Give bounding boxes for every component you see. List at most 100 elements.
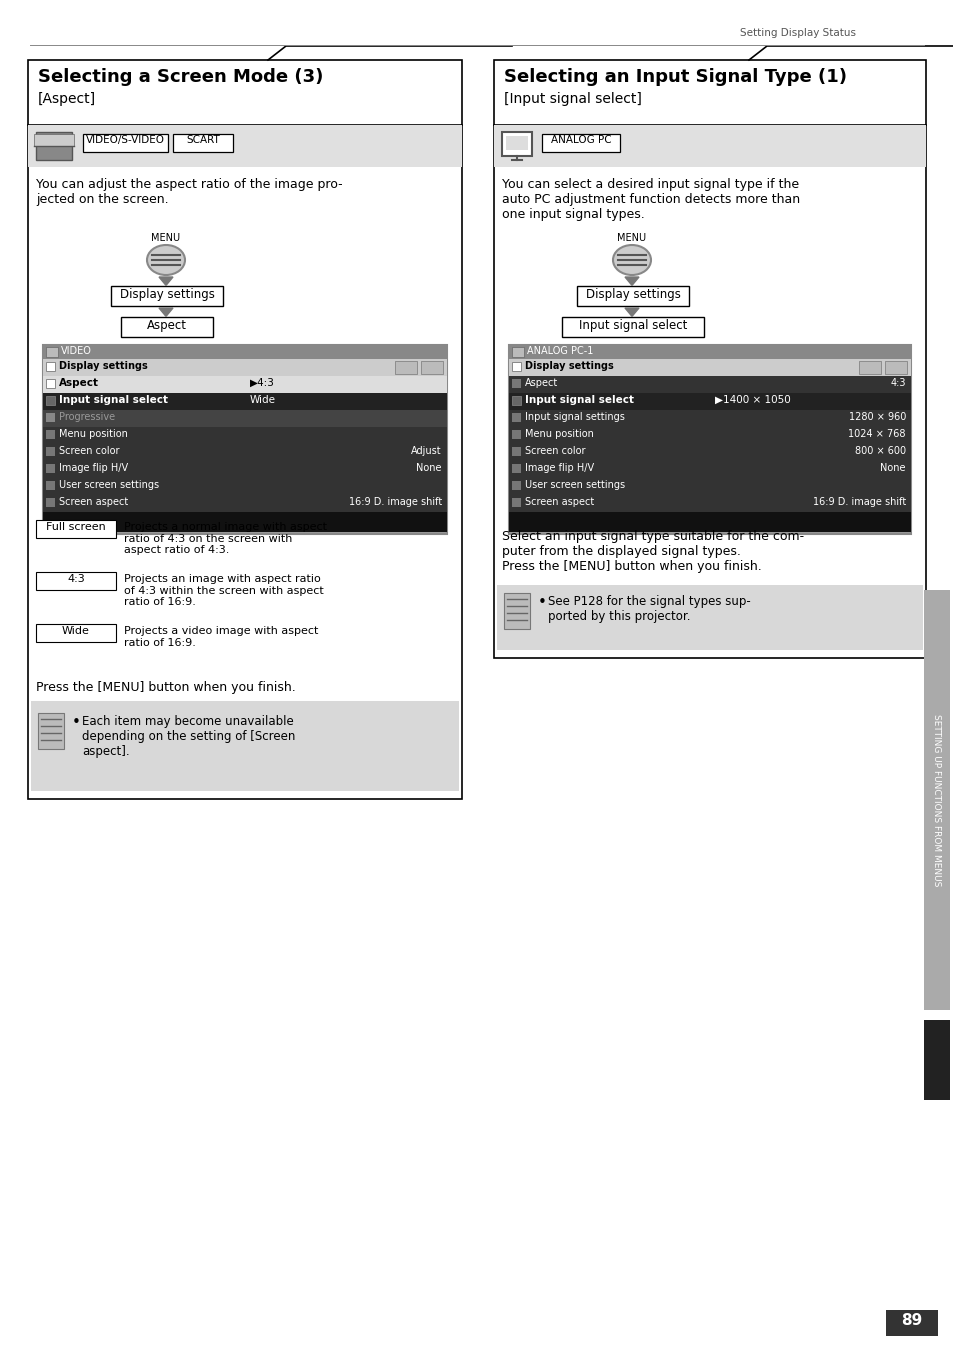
Text: Full screen: Full screen (46, 522, 106, 531)
Text: Menu position: Menu position (524, 429, 594, 439)
Bar (46, 448, 55, 456)
Ellipse shape (613, 245, 650, 274)
Text: ▶4:3: ▶4:3 (250, 379, 274, 388)
Text: Adjust: Adjust (411, 446, 441, 456)
Text: 1280 × 960: 1280 × 960 (848, 412, 905, 422)
Text: None: None (416, 462, 441, 473)
Text: Press the [MENU] button when you finish.: Press the [MENU] button when you finish. (36, 681, 295, 694)
Bar (494, 124, 925, 658)
Bar (505, 137, 527, 150)
Bar (43, 345, 447, 534)
Bar (28, 124, 461, 799)
Text: You can adjust the aspect ratio of the image pro-
jected on the screen.: You can adjust the aspect ratio of the i… (36, 178, 342, 206)
Bar (885, 1310, 937, 1336)
Bar (38, 713, 64, 749)
Text: You can select a desired input signal type if the
auto PC adjustment function de: You can select a desired input signal ty… (501, 178, 800, 220)
Text: [Aspect]: [Aspect] (38, 92, 96, 105)
Bar (509, 479, 910, 495)
Bar (43, 479, 447, 495)
Bar (43, 495, 447, 512)
Bar (509, 345, 910, 360)
Bar (494, 59, 925, 124)
Text: Screen color: Screen color (524, 446, 585, 456)
Bar (43, 512, 447, 531)
Text: Progressive: Progressive (59, 412, 115, 422)
Bar (46, 396, 55, 406)
Text: Projects an image with aspect ratio
of 4:3 within the screen with aspect
ratio o: Projects an image with aspect ratio of 4… (124, 575, 323, 607)
Bar (509, 512, 910, 531)
Bar (43, 360, 447, 376)
Bar (420, 361, 442, 375)
Bar (858, 361, 880, 375)
Bar (43, 393, 447, 410)
Bar (577, 287, 688, 306)
Text: ANALOG PC: ANALOG PC (550, 135, 611, 145)
Bar (43, 376, 447, 393)
Text: Image flip H/V: Image flip H/V (524, 462, 594, 473)
Bar (497, 585, 923, 650)
Text: SCART: SCART (186, 135, 219, 145)
Text: 89: 89 (901, 1313, 922, 1328)
Bar (541, 134, 619, 151)
Text: 16:9 D. image shift: 16:9 D. image shift (812, 498, 905, 507)
Polygon shape (159, 277, 172, 285)
Bar (36, 625, 116, 642)
Bar (512, 498, 520, 507)
Text: Screen aspect: Screen aspect (59, 498, 128, 507)
Bar (46, 464, 55, 473)
Bar (923, 589, 949, 1010)
Bar (30, 700, 458, 791)
Text: •: • (537, 595, 546, 610)
Text: See P128 for the signal types sup-
ported by this projector.: See P128 for the signal types sup- porte… (547, 595, 750, 623)
Text: Input signal settings: Input signal settings (524, 412, 624, 422)
Text: Input signal select: Input signal select (59, 395, 168, 406)
Text: •: • (71, 715, 81, 730)
Text: Image flip H/V: Image flip H/V (59, 462, 128, 473)
Text: 800 × 600: 800 × 600 (854, 446, 905, 456)
Bar (509, 461, 910, 479)
Bar (34, 134, 74, 146)
Bar (46, 430, 55, 439)
Text: Projects a normal image with aspect
ratio of 4:3 on the screen with
aspect ratio: Projects a normal image with aspect rati… (124, 522, 327, 556)
Bar (43, 443, 447, 461)
Text: Aspect: Aspect (147, 319, 187, 333)
Text: Select an input signal type suitable for the com-
puter from the displayed signa: Select an input signal type suitable for… (501, 530, 803, 573)
Bar (512, 347, 523, 357)
Bar (43, 410, 447, 427)
Bar (512, 448, 520, 456)
Bar (509, 393, 910, 410)
Bar (36, 572, 116, 589)
Text: ANALOG PC-1: ANALOG PC-1 (526, 346, 593, 356)
Bar (121, 316, 213, 337)
Bar (509, 345, 910, 534)
Polygon shape (624, 277, 639, 285)
Text: Input signal select: Input signal select (524, 395, 634, 406)
Bar (46, 498, 55, 507)
Bar (28, 59, 461, 124)
Bar (43, 461, 447, 479)
Text: Menu position: Menu position (59, 429, 128, 439)
Bar (46, 347, 58, 357)
Text: 4:3: 4:3 (889, 379, 905, 388)
Text: VIDEO/S-VIDEO: VIDEO/S-VIDEO (86, 135, 164, 145)
Bar (509, 376, 910, 393)
Text: Display settings: Display settings (119, 288, 214, 301)
Bar (884, 361, 906, 375)
Text: [Input signal select]: [Input signal select] (503, 92, 641, 105)
Polygon shape (624, 308, 639, 316)
Text: Each item may become unavailable
depending on the setting of [Screen
aspect].: Each item may become unavailable dependi… (82, 715, 295, 758)
Bar (561, 316, 703, 337)
Bar (395, 361, 416, 375)
Bar (923, 1019, 949, 1101)
Bar (501, 132, 532, 155)
Bar (28, 124, 461, 168)
Bar (36, 132, 71, 160)
Text: Projects a video image with aspect
ratio of 16:9.: Projects a video image with aspect ratio… (124, 626, 318, 648)
Text: Display settings: Display settings (585, 288, 679, 301)
Bar (512, 412, 520, 422)
Bar (494, 124, 925, 168)
Text: Selecting a Screen Mode (3): Selecting a Screen Mode (3) (38, 68, 323, 87)
Bar (111, 287, 223, 306)
Ellipse shape (147, 245, 185, 274)
Bar (509, 495, 910, 512)
